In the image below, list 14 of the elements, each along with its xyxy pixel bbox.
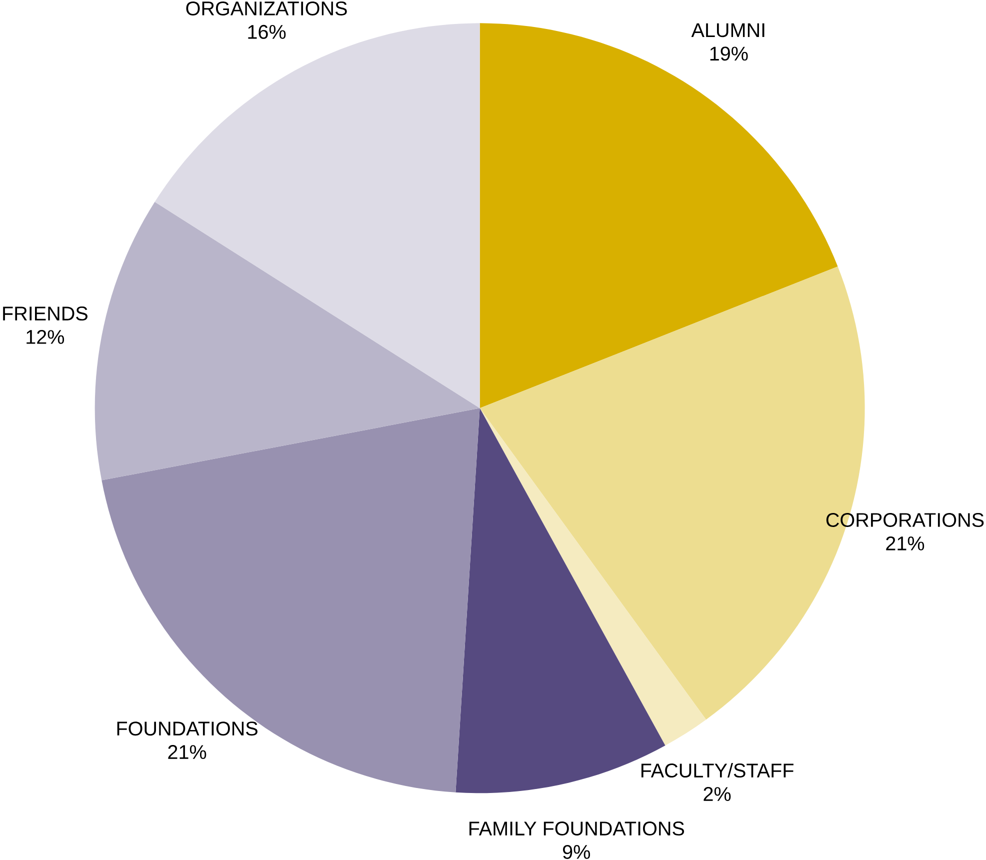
data-label: 2% — [704, 786, 731, 801]
data-label: 19% — [710, 46, 748, 60]
slice-label: FRIENDS — [3, 306, 88, 320]
data-label: 16% — [248, 24, 286, 39]
slice-label: FOUNDATIONS — [117, 721, 258, 736]
data-label: 21% — [168, 744, 206, 759]
data-label: 9% — [563, 844, 590, 859]
data-label: 21% — [886, 536, 924, 550]
slice-label: ORGANIZATIONS — [186, 1, 347, 16]
data-label: 12% — [26, 330, 64, 344]
slice-label: FAMILY FOUNDATIONS — [469, 821, 684, 836]
slice-label: FACULTY/STAFF — [641, 762, 794, 778]
slice-label: ALUMNI — [691, 23, 764, 37]
slice-label: CORPORATIONS — [826, 512, 984, 527]
